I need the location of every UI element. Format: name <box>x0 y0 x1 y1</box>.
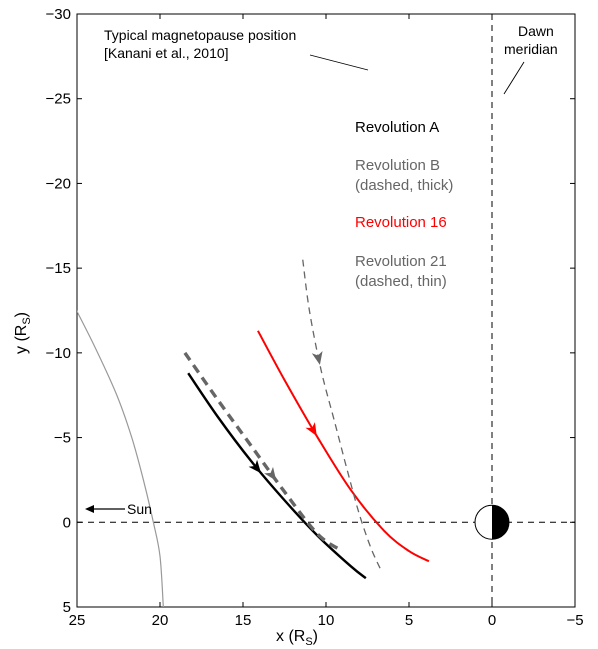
axis-ticks: 25 20 15 10 5 0 −5 −30 −25 −20 −15 −10 −5 0 5 <box>46 6 584 629</box>
saturn-symbol <box>474 504 510 540</box>
series-line-revolution-21 <box>302 259 382 570</box>
sun-label: Sun <box>127 501 152 517</box>
x-tick-label: −5 <box>566 612 583 629</box>
arrow-head <box>311 350 323 365</box>
direction-arrow <box>248 459 262 474</box>
x-axis-label-sub: S <box>305 636 312 648</box>
y-tick-label: −25 <box>46 91 71 108</box>
y-axis-label-end: ) <box>13 312 30 317</box>
arrow-head <box>305 422 317 437</box>
magnetopause-label-line2: [Kanani et al., 2010] <box>104 45 229 61</box>
y-tick-label: 5 <box>63 599 71 616</box>
y-tick-label: 0 <box>63 514 71 531</box>
x-axis-label-end: ) <box>313 628 318 645</box>
legend-item-revolution-16: Revolution 16 <box>355 214 447 231</box>
arrow-head <box>264 466 277 481</box>
y-axis-label-main: y (R <box>13 325 30 354</box>
direction-arrow <box>264 466 277 481</box>
x-tick-label: 20 <box>152 612 169 629</box>
y-axis-label: y (RS) <box>13 312 33 354</box>
x-axis-label-main: x (R <box>276 628 305 645</box>
saturn-nightside <box>492 505 509 540</box>
sun-annotation: Sun <box>85 501 152 517</box>
arrow-head <box>248 459 262 474</box>
series-line-typical-magnetopause-position <box>77 310 164 607</box>
sun-arrow-head <box>85 505 94 513</box>
y-tick-label: −5 <box>54 430 71 447</box>
series-group <box>77 259 430 607</box>
y-tick-label: −20 <box>46 175 71 192</box>
x-tick-label: 10 <box>318 612 335 629</box>
magnetopause-label-line1: Typical magnetopause position <box>104 27 296 43</box>
dawn-label-line2: meridian <box>504 41 558 57</box>
dawn-leader-line <box>503 61 525 95</box>
x-tick-label: 0 <box>488 612 496 629</box>
legend-item-revolution-21: Revolution 21 <box>355 253 447 270</box>
series-line-revolution-a <box>187 372 367 580</box>
x-tick-label: 5 <box>405 612 413 629</box>
legend: Revolution A Revolution B (dashed, thick… <box>355 119 453 290</box>
y-tick-label: −10 <box>46 345 71 362</box>
legend-item-revolution-21-note: (dashed, thin) <box>355 273 447 290</box>
legend-item-revolution-b-note: (dashed, thick) <box>355 177 453 194</box>
magnetopause-leader-line <box>309 54 369 71</box>
y-tick-label: −15 <box>46 260 71 277</box>
legend-item-revolution-b: Revolution B <box>355 157 440 174</box>
x-tick-label: 25 <box>69 612 86 629</box>
dawn-label-line1: Dawn <box>518 23 554 39</box>
y-axis-label-sub: S <box>21 317 33 324</box>
x-axis-label: x (RS) <box>276 628 318 648</box>
series-line-revolution-16 <box>257 330 430 563</box>
direction-arrow <box>311 350 323 365</box>
direction-arrow <box>305 422 317 437</box>
legend-item-revolution-a: Revolution A <box>355 119 439 136</box>
y-tick-label: −30 <box>46 6 71 23</box>
reference-lines <box>77 14 575 607</box>
series-line-revolution-b <box>183 351 344 553</box>
x-tick-label: 15 <box>235 612 252 629</box>
